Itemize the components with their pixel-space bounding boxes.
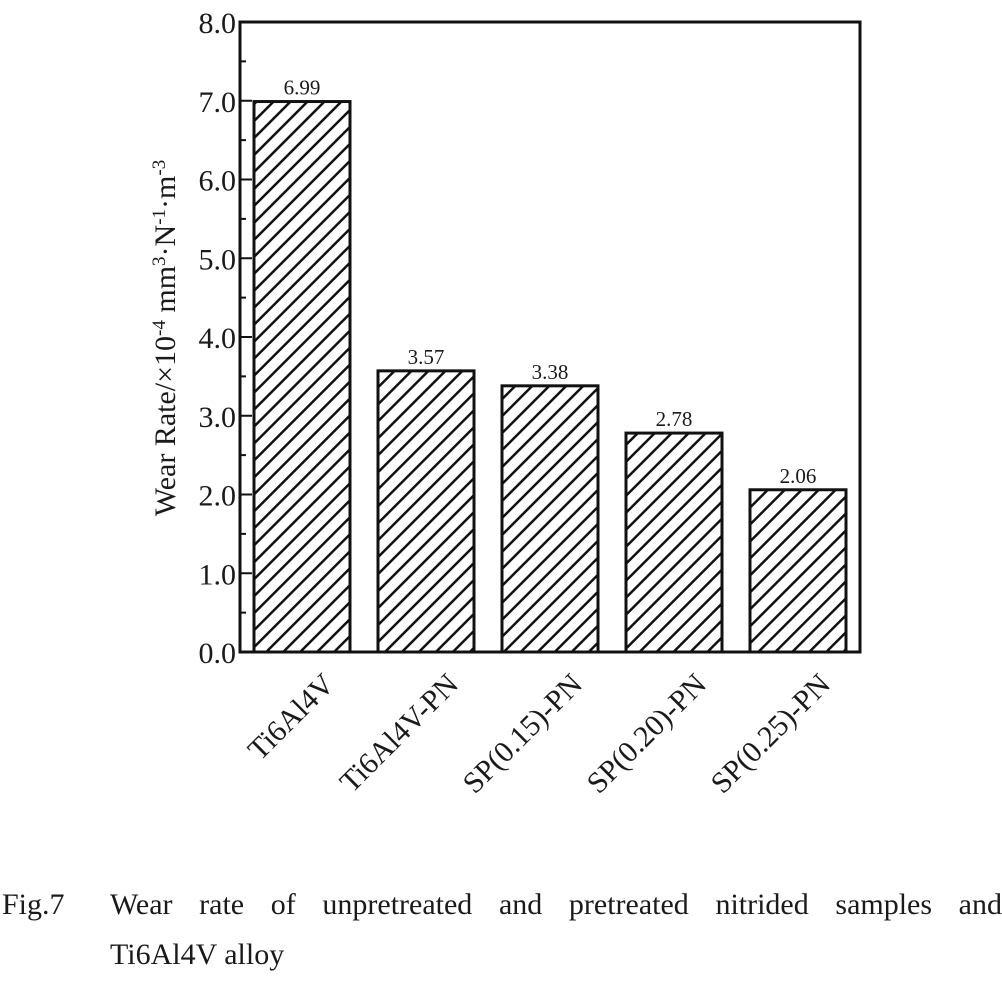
data-label: 3.57 — [408, 345, 445, 369]
x-tick-label: SP(0.25)-PN — [704, 668, 836, 800]
bars — [252, 100, 848, 654]
x-tick-label: SP(0.20)-PN — [580, 668, 712, 800]
data-labels: 6.99 3.57 3.38 2.78 2.06 — [284, 76, 817, 488]
data-label: 6.99 — [284, 76, 321, 100]
caption-line-2: Ti6Al4V alloy — [110, 938, 285, 971]
x-tick-label: Ti6Al4V — [242, 667, 341, 766]
y-tick-label: 2.0 — [199, 480, 237, 513]
bar-sp(0.25)-pn — [748, 488, 848, 654]
caption-line-1: Wear rate of unpretreated and pretreated… — [110, 888, 1002, 921]
caption-number: Fig.7 — [2, 888, 65, 921]
bar-sp(0.20)-pn — [624, 431, 724, 654]
y-axis-ticks: 0.0 1.0 2.0 3.0 4.0 5.0 6.0 7.0 8.0 — [199, 7, 252, 670]
data-label: 2.78 — [656, 407, 693, 431]
y-tick-label: 8.0 — [199, 7, 237, 40]
y-tick-label: 0.0 — [199, 637, 237, 670]
wear-rate-bar-chart: 6.99 3.57 3.38 2.78 2.06 0.0 1.0 2.0 3.0 4.0 5.0 6… — [149, 7, 862, 800]
data-label: 2.06 — [780, 464, 817, 488]
y-tick-label: 1.0 — [199, 558, 237, 591]
data-label: 3.38 — [532, 360, 569, 384]
x-tick-label: SP(0.15)-PN — [456, 668, 588, 800]
y-tick-label: 6.0 — [199, 165, 237, 198]
x-axis-labels: Ti6Al4VTi6Al4V-PNSP(0.15)-PNSP(0.20)-PNS… — [242, 667, 837, 800]
y-tick-label: 7.0 — [199, 86, 237, 119]
y-tick-label: 5.0 — [199, 243, 237, 276]
y-tick-label: 3.0 — [199, 401, 237, 434]
plot-frame — [238, 20, 862, 654]
x-tick-label: Ti6Al4V-PN — [333, 668, 464, 799]
y-axis-label: Wear Rate/×10-4 mm3·N-1·m-3 — [149, 160, 183, 516]
bar-ti6al4v-pn — [376, 369, 476, 654]
bar-ti6al4v — [252, 100, 352, 654]
y-tick-label: 4.0 — [199, 322, 237, 355]
bar-sp(0.15)-pn — [500, 384, 600, 654]
